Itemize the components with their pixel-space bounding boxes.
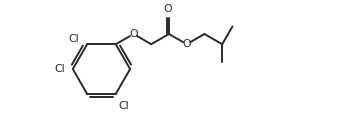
Text: Cl: Cl — [69, 34, 79, 44]
Text: O: O — [163, 3, 172, 14]
Text: Cl: Cl — [119, 101, 129, 111]
Text: O: O — [182, 39, 191, 49]
Text: O: O — [129, 29, 138, 39]
Text: Cl: Cl — [55, 64, 65, 74]
